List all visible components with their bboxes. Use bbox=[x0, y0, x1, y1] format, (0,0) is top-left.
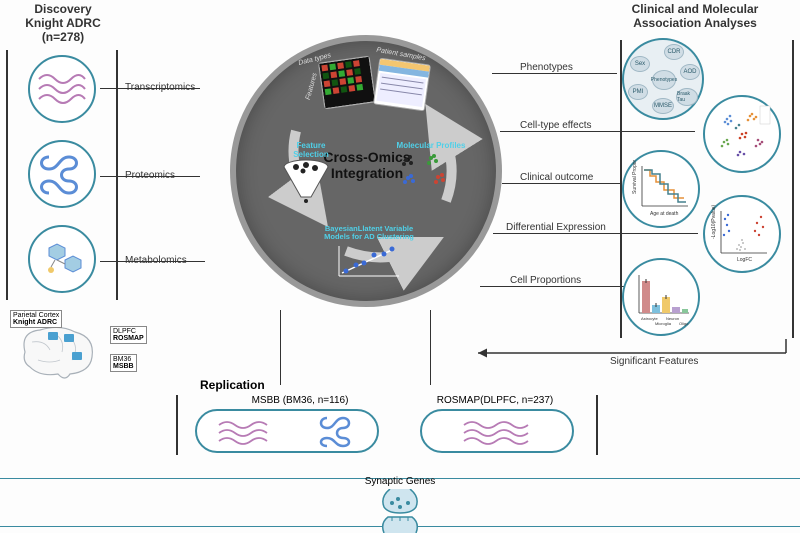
spoke-diffexp: Differential Expression bbox=[506, 222, 606, 233]
brain-diagram: Parietal Cortex Knight ADRC DLPFC ROSMAP… bbox=[10, 310, 160, 400]
volcano-ylabel: -Log10(Pvalue) bbox=[711, 205, 717, 239]
bayesian-label: BayesianLlatent Variable Models for AD C… bbox=[314, 225, 424, 242]
svg-text:Microglia: Microglia bbox=[655, 321, 672, 326]
transcriptomics-icon bbox=[28, 55, 96, 123]
pheno-pmi: PMI bbox=[628, 84, 648, 100]
surv-xlabel: Age at death bbox=[650, 211, 679, 217]
repl-vline-b bbox=[596, 395, 598, 455]
surv-ylabel: Survival Proportion bbox=[632, 160, 638, 194]
pheno-sex: Sex bbox=[630, 56, 650, 72]
trans-connector bbox=[100, 88, 200, 89]
repl-rosmap-label: ROSMAP(DLPFC, n=237) bbox=[405, 395, 585, 406]
proteomics-icon bbox=[28, 140, 96, 208]
brain-label-dlpfc: DLPFC bbox=[113, 328, 136, 335]
brain-label-knight: Knight ADRC bbox=[13, 319, 57, 326]
diffexp-connector bbox=[493, 233, 698, 234]
survival-thumb: Age at death Survival Proportion bbox=[622, 150, 700, 228]
spoke-cellprop: Cell Proportions bbox=[510, 275, 581, 286]
central-circle: Data types Patient samples Features Cros… bbox=[230, 35, 502, 307]
right-vline-b bbox=[792, 40, 794, 338]
repl-rosmap-pill bbox=[420, 409, 574, 453]
regression-icon bbox=[334, 241, 404, 281]
repl-vline-a bbox=[176, 395, 178, 455]
pheno-cdr: CDR bbox=[664, 44, 684, 60]
pheno-braak: Braak Tau bbox=[676, 88, 698, 106]
volcano-xlabel: LogFC bbox=[737, 257, 752, 263]
cellprop-connector bbox=[480, 286, 625, 287]
feature-selection-label: Feature Selection bbox=[281, 141, 341, 159]
pheno-mmse: MMSE bbox=[652, 98, 674, 114]
spoke-clinical: Clinical outcome bbox=[520, 172, 593, 183]
phenotype-graph: Phenotypes CDR Sex AOD PMI Braak Tau MMS… bbox=[622, 38, 704, 120]
right-title-1: Clinical and Molecular bbox=[632, 2, 759, 16]
wavy-icon bbox=[462, 417, 532, 445]
left-title-2: Knight ADRC bbox=[25, 16, 101, 30]
svg-text:Oligo: Oligo bbox=[679, 321, 689, 326]
svg-text:Neuron: Neuron bbox=[666, 316, 679, 321]
barchart-thumb: Astrocyte Microglia Neuron Oligo bbox=[622, 258, 700, 336]
brain-label-bm36: BM36 bbox=[113, 356, 131, 363]
brain-label-parietal: Parietal Cortex bbox=[13, 312, 59, 319]
metabolomics-icon bbox=[28, 225, 96, 293]
left-title-3: (n=278) bbox=[42, 30, 84, 44]
repl-msbb-label: MSBB (BM36, n=116) bbox=[220, 395, 380, 406]
pheno-aod: AOD bbox=[680, 64, 700, 80]
synapse-icon: Synaptic Genes bbox=[360, 476, 440, 533]
brain-label-msbb: MSBB bbox=[113, 363, 134, 370]
repl-msbb-pill bbox=[195, 409, 379, 453]
repl-connector-r bbox=[430, 310, 431, 385]
brain-label-rosmap: ROSMAP bbox=[113, 335, 144, 342]
tsne-thumb bbox=[703, 95, 781, 173]
left-vline-a bbox=[6, 50, 8, 300]
metab-connector bbox=[100, 261, 205, 262]
spoke-celltype: Cell-type effects bbox=[520, 120, 592, 131]
funnel-icon bbox=[281, 159, 331, 204]
heatmap-thumb-1 bbox=[318, 56, 376, 110]
celltype-connector bbox=[500, 131, 695, 132]
spoke-phenotypes: Phenotypes bbox=[520, 62, 573, 73]
clusters-icon bbox=[396, 150, 456, 190]
pheno-center: Phenotypes bbox=[652, 70, 676, 90]
replication-title: Replication bbox=[200, 378, 265, 392]
clinical-connector bbox=[502, 183, 620, 184]
heatmap-thumb-2 bbox=[373, 58, 431, 112]
pheno-connector bbox=[492, 73, 617, 74]
repl-connector-l bbox=[280, 310, 281, 385]
protein-icon bbox=[317, 414, 357, 448]
synapse-label: Synaptic Genes bbox=[365, 476, 436, 487]
sig-features-label: Significant Features bbox=[610, 356, 698, 367]
right-title-2: Association Analyses bbox=[633, 16, 757, 30]
volcano-thumb: LogFC -Log10(Pvalue) bbox=[703, 195, 781, 273]
prot-connector bbox=[100, 176, 200, 177]
molecular-profiles-label: Molecular Profiles bbox=[396, 141, 466, 150]
wavy-icon bbox=[217, 417, 277, 445]
left-title-1: Discovery bbox=[34, 2, 91, 16]
